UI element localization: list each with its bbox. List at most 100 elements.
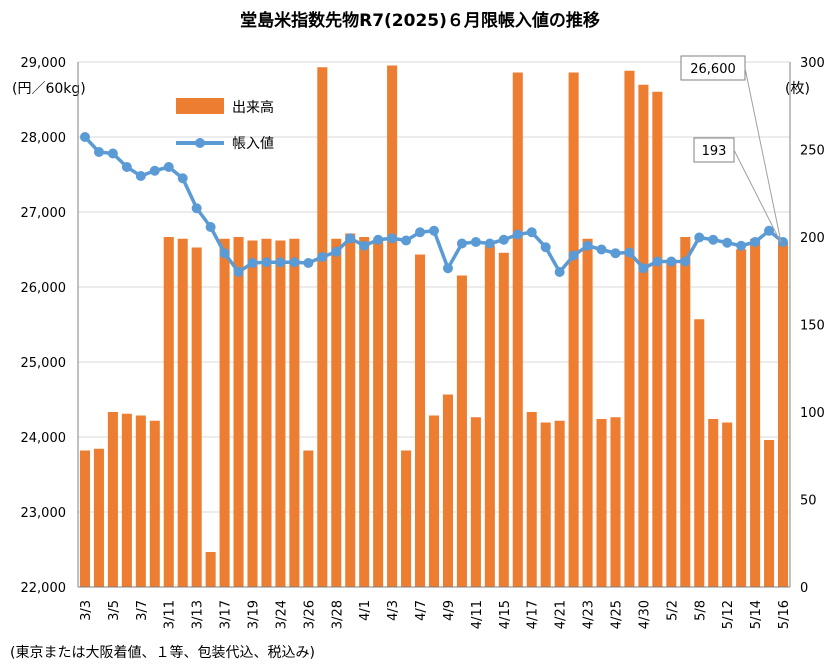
left-tick-label: 26,000 — [21, 281, 67, 296]
volume-bar — [331, 238, 342, 587]
volume-bar — [359, 237, 370, 587]
x-tick-label: 4/3 — [386, 600, 401, 621]
volume-bar — [652, 91, 663, 587]
price-point — [540, 242, 551, 253]
price-point — [289, 257, 300, 268]
right-tick-label: 100 — [800, 406, 825, 421]
price-point — [652, 256, 663, 267]
left-tick-label: 28,000 — [21, 131, 67, 146]
price-point — [708, 234, 719, 245]
volume-bar — [135, 415, 146, 587]
annotation-volume-leader — [733, 149, 782, 244]
volume-bar — [568, 72, 579, 587]
right-axis-unit: (枚) — [785, 81, 810, 97]
price-point — [415, 227, 426, 238]
left-tick-label: 23,000 — [21, 506, 67, 521]
price-point — [205, 222, 216, 232]
price-point — [750, 237, 761, 247]
price-point — [303, 258, 314, 268]
right-tick-label: 50 — [800, 494, 817, 509]
right-tick-label: 200 — [800, 231, 825, 246]
price-point — [722, 237, 733, 248]
footnote: (東京または大阪着値、１等、包装代込、税込み) — [10, 644, 315, 661]
x-tick-label: 4/15 — [498, 600, 513, 629]
volume-bar — [694, 319, 705, 587]
volume-bar — [261, 238, 272, 587]
volume-bar — [498, 252, 509, 587]
x-tick-label: 3/3 — [79, 600, 94, 621]
price-point — [442, 263, 453, 274]
volume-bar — [205, 552, 216, 587]
x-tick-label: 3/7 — [135, 600, 150, 621]
price-point — [191, 203, 202, 214]
volume-bar — [79, 450, 91, 587]
price-point — [554, 267, 565, 277]
volume-bar — [93, 448, 104, 587]
annotation-price-text: 26,600 — [690, 62, 736, 77]
bar-series-volume — [79, 65, 789, 587]
x-tick-label: 3/28 — [330, 600, 345, 629]
volume-bar — [736, 249, 747, 587]
annotation-price-box — [680, 55, 746, 81]
x-tick-label: 3/5 — [107, 600, 122, 621]
volume-bar — [415, 254, 426, 587]
volume-bar — [540, 422, 551, 587]
price-point — [387, 233, 398, 244]
x-tick-label: 4/17 — [526, 600, 541, 629]
volume-bar — [107, 412, 118, 587]
price-point — [177, 173, 188, 184]
volume-bar — [303, 450, 314, 587]
price-point — [764, 225, 775, 236]
price-point — [498, 234, 509, 245]
price-point — [107, 148, 118, 159]
volume-bar — [401, 450, 412, 587]
right-tick-label: 0 — [800, 581, 808, 596]
price-point — [610, 248, 621, 259]
volume-bar — [428, 415, 440, 587]
legend-line-marker — [195, 138, 205, 148]
price-point — [135, 171, 146, 181]
volume-bar — [582, 238, 593, 587]
price-point — [331, 246, 342, 257]
right-tick-label: 300 — [800, 56, 825, 71]
volume-bar — [708, 419, 719, 587]
x-tick-label: 3/19 — [247, 600, 262, 629]
price-point — [163, 162, 174, 172]
volume-bar — [596, 419, 607, 587]
price-point — [317, 252, 328, 262]
price-point — [149, 165, 160, 176]
volume-bar — [345, 233, 356, 587]
left-axis-unit: (円／60kg) — [12, 81, 86, 97]
x-tick-label: 3/11 — [163, 600, 178, 629]
price-point — [526, 227, 537, 238]
x-tick-label: 4/21 — [554, 600, 569, 629]
price-point — [638, 263, 649, 274]
legend: 出来高 帳入値 — [176, 98, 274, 152]
volume-bar — [317, 67, 328, 587]
price-point — [666, 256, 677, 267]
price-point — [512, 229, 523, 240]
price-point — [596, 244, 607, 255]
left-tick-label: 27,000 — [21, 206, 67, 221]
right-tick-label: 250 — [800, 144, 825, 159]
x-tick-label: 3/24 — [274, 600, 289, 629]
price-point — [470, 237, 481, 247]
price-point — [680, 256, 691, 267]
volume-bar — [121, 413, 132, 587]
x-tick-label: 4/9 — [442, 600, 457, 621]
volume-bar — [722, 422, 733, 587]
price-point — [261, 257, 272, 268]
volume-bar — [149, 420, 160, 587]
line-series-price — [79, 132, 789, 277]
x-tick-label: 4/11 — [470, 600, 485, 629]
price-point — [582, 240, 593, 251]
volume-bar — [680, 237, 691, 587]
volume-bar — [512, 72, 523, 587]
x-tick-label: 5/14 — [749, 600, 764, 629]
x-tick-label: 4/23 — [582, 600, 597, 629]
annotation-price: 26,600 — [680, 55, 782, 243]
x-tick-label: 5/2 — [665, 600, 680, 621]
volume-bar — [777, 242, 789, 587]
x-tick-label: 5/8 — [693, 600, 708, 621]
